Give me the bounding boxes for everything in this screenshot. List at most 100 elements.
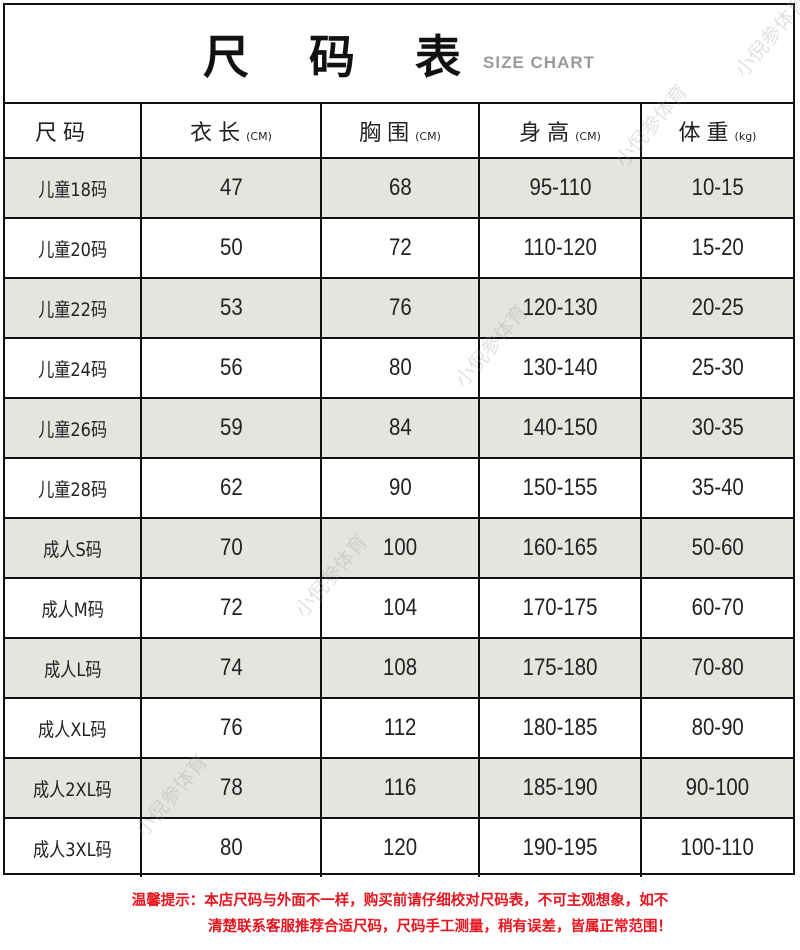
cell-text: 100 bbox=[382, 534, 418, 561]
value-cell: 25-30 bbox=[640, 337, 793, 399]
cell-text: 130-140 bbox=[522, 354, 598, 381]
value-cell: 53 bbox=[140, 277, 322, 339]
column-header-label: 身高 bbox=[519, 120, 576, 146]
cell-text: 185-190 bbox=[522, 774, 598, 801]
column-header: 体重(kg) bbox=[640, 104, 793, 159]
cell-text: 儿童26码 bbox=[37, 418, 108, 441]
value-cell: 50 bbox=[140, 217, 322, 279]
table-row: 成人3XL码 80 120 190-195 100-110 bbox=[5, 817, 793, 877]
cell-text: 15-20 bbox=[691, 234, 744, 261]
cell-text: 140-150 bbox=[522, 414, 598, 441]
cell-text: 190-195 bbox=[522, 834, 598, 861]
size-cell: 儿童28码 bbox=[5, 457, 142, 519]
cell-text: 175-180 bbox=[522, 654, 598, 681]
table-row: 儿童28码 62 90 150-155 35-40 bbox=[5, 457, 793, 519]
table-row: 儿童26码 59 84 140-150 30-35 bbox=[5, 397, 793, 459]
value-cell: 190-195 bbox=[478, 817, 642, 877]
size-cell: 成人M码 bbox=[5, 577, 142, 639]
value-cell: 108 bbox=[320, 637, 480, 699]
cell-text: 100-110 bbox=[680, 834, 755, 861]
cell-text: 72 bbox=[388, 234, 412, 261]
value-cell: 84 bbox=[320, 397, 480, 459]
column-header-unit: (kg) bbox=[734, 129, 757, 143]
warm-tip-note: 温馨提示：本店尺码与外面不一样，购买前请仔细校对尺码表，不可主观想象，如不 清楚… bbox=[0, 888, 800, 940]
cell-text: 成人S码 bbox=[43, 538, 102, 561]
value-cell: 150-155 bbox=[478, 457, 642, 519]
column-header-unit: (CM) bbox=[246, 129, 272, 143]
size-table: 尺码 衣长(CM) 胸围(CM) 身高(CM) 体重(kg) 儿童18码 47 68 95-11… bbox=[5, 104, 793, 877]
size-cell: 成人S码 bbox=[5, 517, 142, 579]
value-cell: 90 bbox=[320, 457, 480, 519]
value-cell: 47 bbox=[140, 157, 322, 219]
cell-text: 95-110 bbox=[528, 174, 591, 201]
size-cell: 成人2XL码 bbox=[5, 757, 142, 819]
cell-text: 成人XL码 bbox=[38, 718, 107, 741]
cell-text: 成人2XL码 bbox=[33, 778, 112, 801]
value-cell: 160-165 bbox=[478, 517, 642, 579]
cell-text: 108 bbox=[382, 654, 418, 681]
value-cell: 170-175 bbox=[478, 577, 642, 639]
value-cell: 74 bbox=[140, 637, 322, 699]
cell-text: 25-30 bbox=[691, 354, 744, 381]
value-cell: 112 bbox=[320, 697, 480, 759]
cell-text: 104 bbox=[382, 594, 418, 621]
value-cell: 56 bbox=[140, 337, 322, 399]
cell-text: 90 bbox=[388, 474, 412, 501]
column-header-label: 体重 bbox=[678, 120, 735, 146]
value-cell: 10-15 bbox=[640, 157, 793, 219]
cell-text: 56 bbox=[219, 354, 243, 381]
cell-text: 62 bbox=[219, 474, 243, 501]
column-header-unit: (CM) bbox=[415, 129, 441, 143]
cell-text: 80 bbox=[219, 834, 243, 861]
column-header-label: 尺码 bbox=[35, 120, 92, 146]
column-header: 衣长(CM) bbox=[140, 104, 322, 159]
cell-text: 80 bbox=[388, 354, 412, 381]
cell-text: 74 bbox=[219, 654, 243, 681]
value-cell: 140-150 bbox=[478, 397, 642, 459]
cell-text: 116 bbox=[383, 774, 417, 801]
cell-text: 35-40 bbox=[691, 474, 744, 501]
value-cell: 80 bbox=[140, 817, 322, 877]
cell-text: 儿童18码 bbox=[37, 178, 108, 201]
table-row: 成人2XL码 78 116 185-190 90-100 bbox=[5, 757, 793, 819]
cell-text: 76 bbox=[388, 294, 412, 321]
column-header: 胸围(CM) bbox=[320, 104, 480, 159]
cell-text: 160-165 bbox=[522, 534, 598, 561]
value-cell: 70-80 bbox=[640, 637, 793, 699]
value-cell: 68 bbox=[320, 157, 480, 219]
size-cell: 成人3XL码 bbox=[5, 817, 142, 877]
cell-text: 53 bbox=[219, 294, 243, 321]
value-cell: 100 bbox=[320, 517, 480, 579]
cell-text: 成人3XL码 bbox=[33, 838, 112, 861]
value-cell: 110-120 bbox=[478, 217, 642, 279]
page-subtitle: SIZE CHART bbox=[483, 52, 596, 72]
value-cell: 78 bbox=[140, 757, 322, 819]
cell-text: 150-155 bbox=[522, 474, 598, 501]
size-cell: 儿童24码 bbox=[5, 337, 142, 399]
cell-text: 成人M码 bbox=[41, 598, 104, 621]
cell-text: 84 bbox=[388, 414, 412, 441]
value-cell: 15-20 bbox=[640, 217, 793, 279]
column-header-label: 胸围 bbox=[359, 120, 416, 146]
size-cell: 成人L码 bbox=[5, 637, 142, 699]
table-row: 成人M码 72 104 170-175 60-70 bbox=[5, 577, 793, 639]
size-cell: 儿童26码 bbox=[5, 397, 142, 459]
cell-text: 112 bbox=[383, 714, 417, 741]
size-cell: 儿童18码 bbox=[5, 157, 142, 219]
cell-text: 80-90 bbox=[691, 714, 744, 741]
cell-text: 120 bbox=[382, 834, 418, 861]
value-cell: 116 bbox=[320, 757, 480, 819]
value-cell: 90-100 bbox=[640, 757, 793, 819]
cell-text: 儿童20码 bbox=[37, 238, 108, 261]
note-line: 温馨提示：本店尺码与外面不一样，购买前请仔细校对尺码表，不可主观想象，如不 bbox=[131, 893, 669, 909]
cell-text: 30-35 bbox=[691, 414, 744, 441]
size-cell: 儿童22码 bbox=[5, 277, 142, 339]
size-cell: 儿童20码 bbox=[5, 217, 142, 279]
cell-text: 90-100 bbox=[685, 774, 750, 801]
value-cell: 120-130 bbox=[478, 277, 642, 339]
value-cell: 59 bbox=[140, 397, 322, 459]
value-cell: 20-25 bbox=[640, 277, 793, 339]
cell-text: 50-60 bbox=[691, 534, 744, 561]
value-cell: 80-90 bbox=[640, 697, 793, 759]
cell-text: 儿童22码 bbox=[37, 298, 108, 321]
